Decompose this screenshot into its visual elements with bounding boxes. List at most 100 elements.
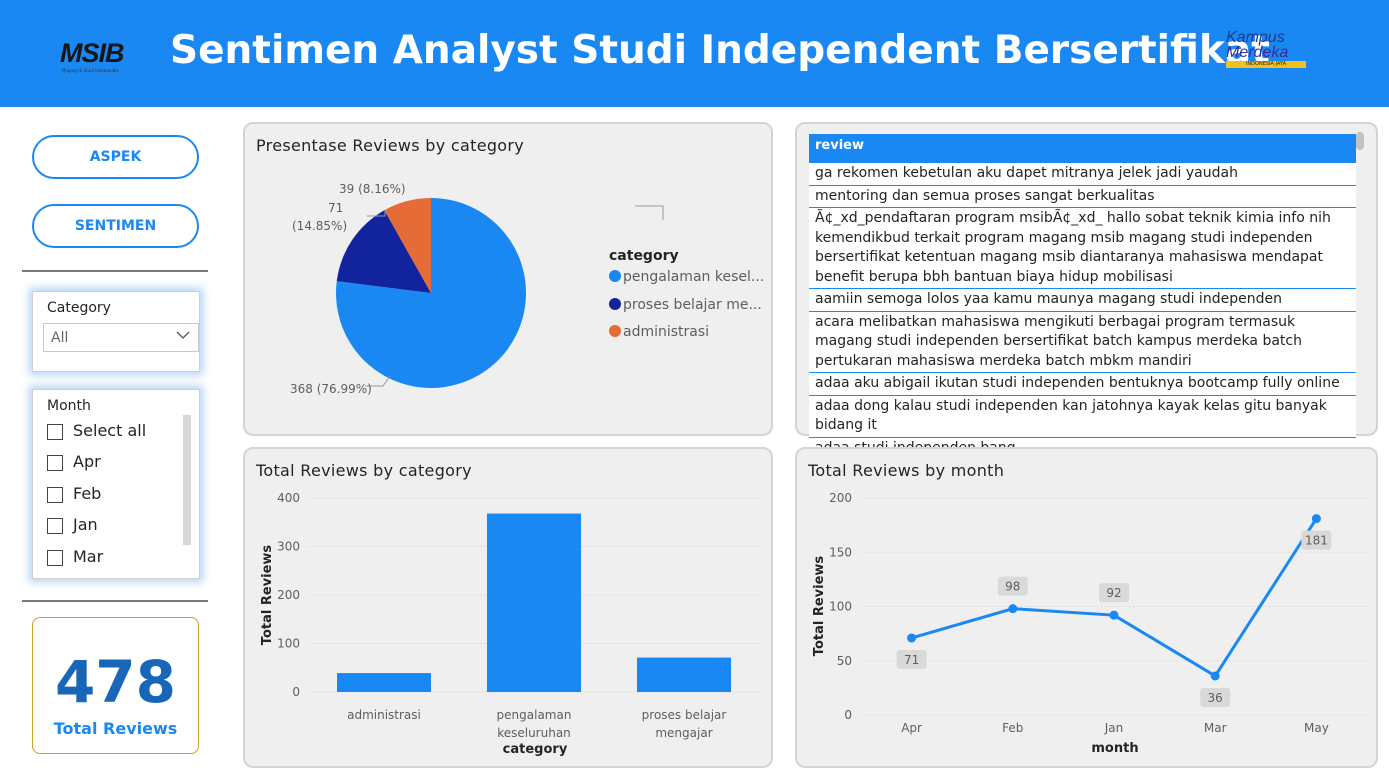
bar-x-axis-title: category [503, 742, 568, 757]
line-data-label: 36 [1208, 691, 1223, 705]
line-x-axis-title: month [1091, 741, 1138, 756]
review-row[interactable]: Ã¢_xd_pendaftaran program msibÃ¢_xd_ hal… [809, 208, 1356, 289]
bar-x-tick: keseluruhan [497, 726, 571, 740]
review-table: review ga rekomen kebetulan aku dapet mi… [809, 134, 1356, 460]
bar-chart: 0 100 200 300 400 administrasi pengalaman kesel… [260, 491, 759, 757]
review-table-body: ga rekomen kebetulan aku dapet mitranya … [809, 163, 1356, 460]
pie-leader-line [365, 375, 391, 387]
pie-slice-label-pengalaman: 368 (76.99%) [290, 382, 372, 396]
bar-x-tick: mengajar [655, 726, 712, 740]
bar-administrasi[interactable] [337, 673, 431, 692]
kampus-merdeka-logo: Kampus Merdeka INDONESIA JAYA [1226, 30, 1316, 75]
bar-proses-belajar-mengajar[interactable] [637, 657, 731, 692]
line-data-label: 71 [904, 653, 919, 667]
line-data-label: 92 [1106, 586, 1121, 600]
sidebar-divider [22, 270, 208, 272]
bar-y-axis-title: Total Reviews [260, 545, 275, 646]
scrollbar-thumb[interactable] [1356, 132, 1364, 150]
line-point-May[interactable] [1311, 514, 1321, 524]
pie-chart-panel: Presentase Reviews by category 39 (8.16%… [243, 122, 773, 436]
line-data-label: 98 [1005, 580, 1020, 594]
line-x-tick: Apr [901, 721, 922, 735]
bar-y-tick: 400 [277, 491, 300, 505]
line-x-tick: Feb [1002, 721, 1023, 735]
chevron-down-icon [176, 331, 190, 339]
review-row[interactable]: adaa aku abigail ikutan studi independen… [809, 373, 1356, 396]
pie-legend-item[interactable]: proses belajar me... [623, 297, 762, 313]
category-slicer: Category All [32, 291, 200, 372]
page-title: Sentimen Analyst Studi Independent Berse… [170, 28, 1270, 73]
checkbox-icon [47, 550, 63, 566]
bar-y-tick: 300 [277, 540, 300, 554]
total-reviews-card: 478 Total Reviews [32, 617, 199, 754]
line-point-Mar[interactable] [1210, 671, 1220, 681]
line-data-label-box [1099, 583, 1129, 603]
month-option-label: Feb [73, 484, 102, 503]
sentimen-button[interactable]: SENTIMEN [32, 204, 199, 248]
header-bar: MSIB Magang & Studi Independen Sentimen … [0, 0, 1389, 107]
kampus-merdeka-logo-tagline: INDONESIA JAYA [1226, 61, 1306, 68]
pie-slice-label-proses-count: 71 [328, 201, 343, 215]
review-row[interactable]: aamiin semoga lolos yaa kamu maunya maga… [809, 289, 1356, 312]
line-chart-panel: Total Reviews by month 0 50 100 150 200 71 Apr… [795, 447, 1378, 768]
checkbox-icon [47, 424, 63, 440]
category-dropdown[interactable]: All [43, 323, 199, 352]
sidebar-divider [22, 600, 208, 602]
pie-slice-label-administrasi: 39 (8.16%) [339, 182, 406, 196]
bar-x-tick: proses belajar [642, 708, 727, 722]
review-row[interactable]: acara melibatkan mahasiswa mengikuti ber… [809, 311, 1356, 373]
line-y-tick: 200 [829, 491, 852, 505]
review-row[interactable]: adaa dong kalau studi independen kan jat… [809, 395, 1356, 438]
month-slicer-title: Month [47, 398, 91, 414]
line-chart: 0 50 100 150 200 71 Apr 98 Feb 92 Jan 36 Mar 181 May mo… [812, 491, 1367, 756]
aspek-button[interactable]: ASPEK [32, 135, 199, 179]
month-option-label: Jan [73, 515, 98, 534]
month-option-label: Select all [73, 421, 147, 440]
checkbox-icon [47, 455, 63, 471]
legend-marker-administrasi [609, 325, 621, 337]
msib-logo-tagline: Magang & Studi Independen [62, 68, 119, 73]
msib-logo-text: MSIB [60, 38, 124, 68]
pie-slice-label-proses-percent: (14.85%) [292, 219, 347, 233]
line-point-Feb[interactable] [1008, 604, 1018, 614]
line-y-axis-title: Total Reviews [812, 556, 827, 657]
legend-marker-proses [609, 298, 621, 310]
category-slicer-title: Category [47, 300, 111, 316]
line-data-label-box [896, 649, 927, 669]
bar-pengalaman-keseluruhan[interactable] [487, 513, 581, 692]
month-slicer-scrollbar[interactable] [183, 415, 191, 545]
line-chart-title: Total Reviews by month [808, 461, 1005, 480]
pie-legend-item[interactable]: pengalaman kesel... [623, 269, 764, 285]
review-row[interactable]: mentoring dan semua proses sangat berkua… [809, 185, 1356, 208]
checkbox-icon [47, 518, 63, 534]
kampus-merdeka-logo-line1: Kampus [1226, 29, 1285, 46]
line-point-Jan[interactable] [1109, 610, 1119, 620]
pie-legend-title: category [609, 248, 679, 264]
checkbox-icon [47, 487, 63, 503]
line-x-tick: Mar [1204, 721, 1227, 735]
bar-y-tick: 200 [277, 588, 300, 602]
bar-y-tick: 100 [277, 637, 300, 651]
line-point-Apr[interactable] [907, 633, 917, 643]
review-table-panel: review ga rekomen kebetulan aku dapet mi… [795, 122, 1378, 460]
pie-slice-administrasi[interactable] [384, 198, 431, 293]
review-table-scrollbar[interactable] [1356, 132, 1364, 427]
bar-x-tick: pengalaman [497, 708, 572, 722]
pie-legend-item[interactable]: administrasi [623, 324, 709, 340]
kampus-merdeka-logo-line2: Merdeka [1226, 44, 1289, 61]
line-data-label: 181 [1305, 534, 1328, 548]
line-x-tick: Jan [1104, 721, 1124, 735]
total-reviews-label: Total Reviews [53, 719, 178, 738]
line-y-tick: 0 [844, 708, 852, 722]
month-option-label: Mar [73, 547, 104, 566]
review-table-header[interactable]: review [809, 134, 1356, 163]
review-row[interactable]: ga rekomen kebetulan aku dapet mitranya … [809, 163, 1356, 186]
legend-marker-pengalaman [609, 270, 621, 282]
line-x-tick: May [1304, 721, 1329, 735]
line-data-label-box [997, 576, 1028, 596]
total-reviews-value: 478 [54, 648, 177, 716]
pie-slice-proses[interactable] [336, 210, 431, 293]
bar-chart-title: Total Reviews by category [256, 461, 472, 480]
month-option-label: Apr [73, 452, 101, 471]
pie-leader-line [367, 210, 386, 217]
